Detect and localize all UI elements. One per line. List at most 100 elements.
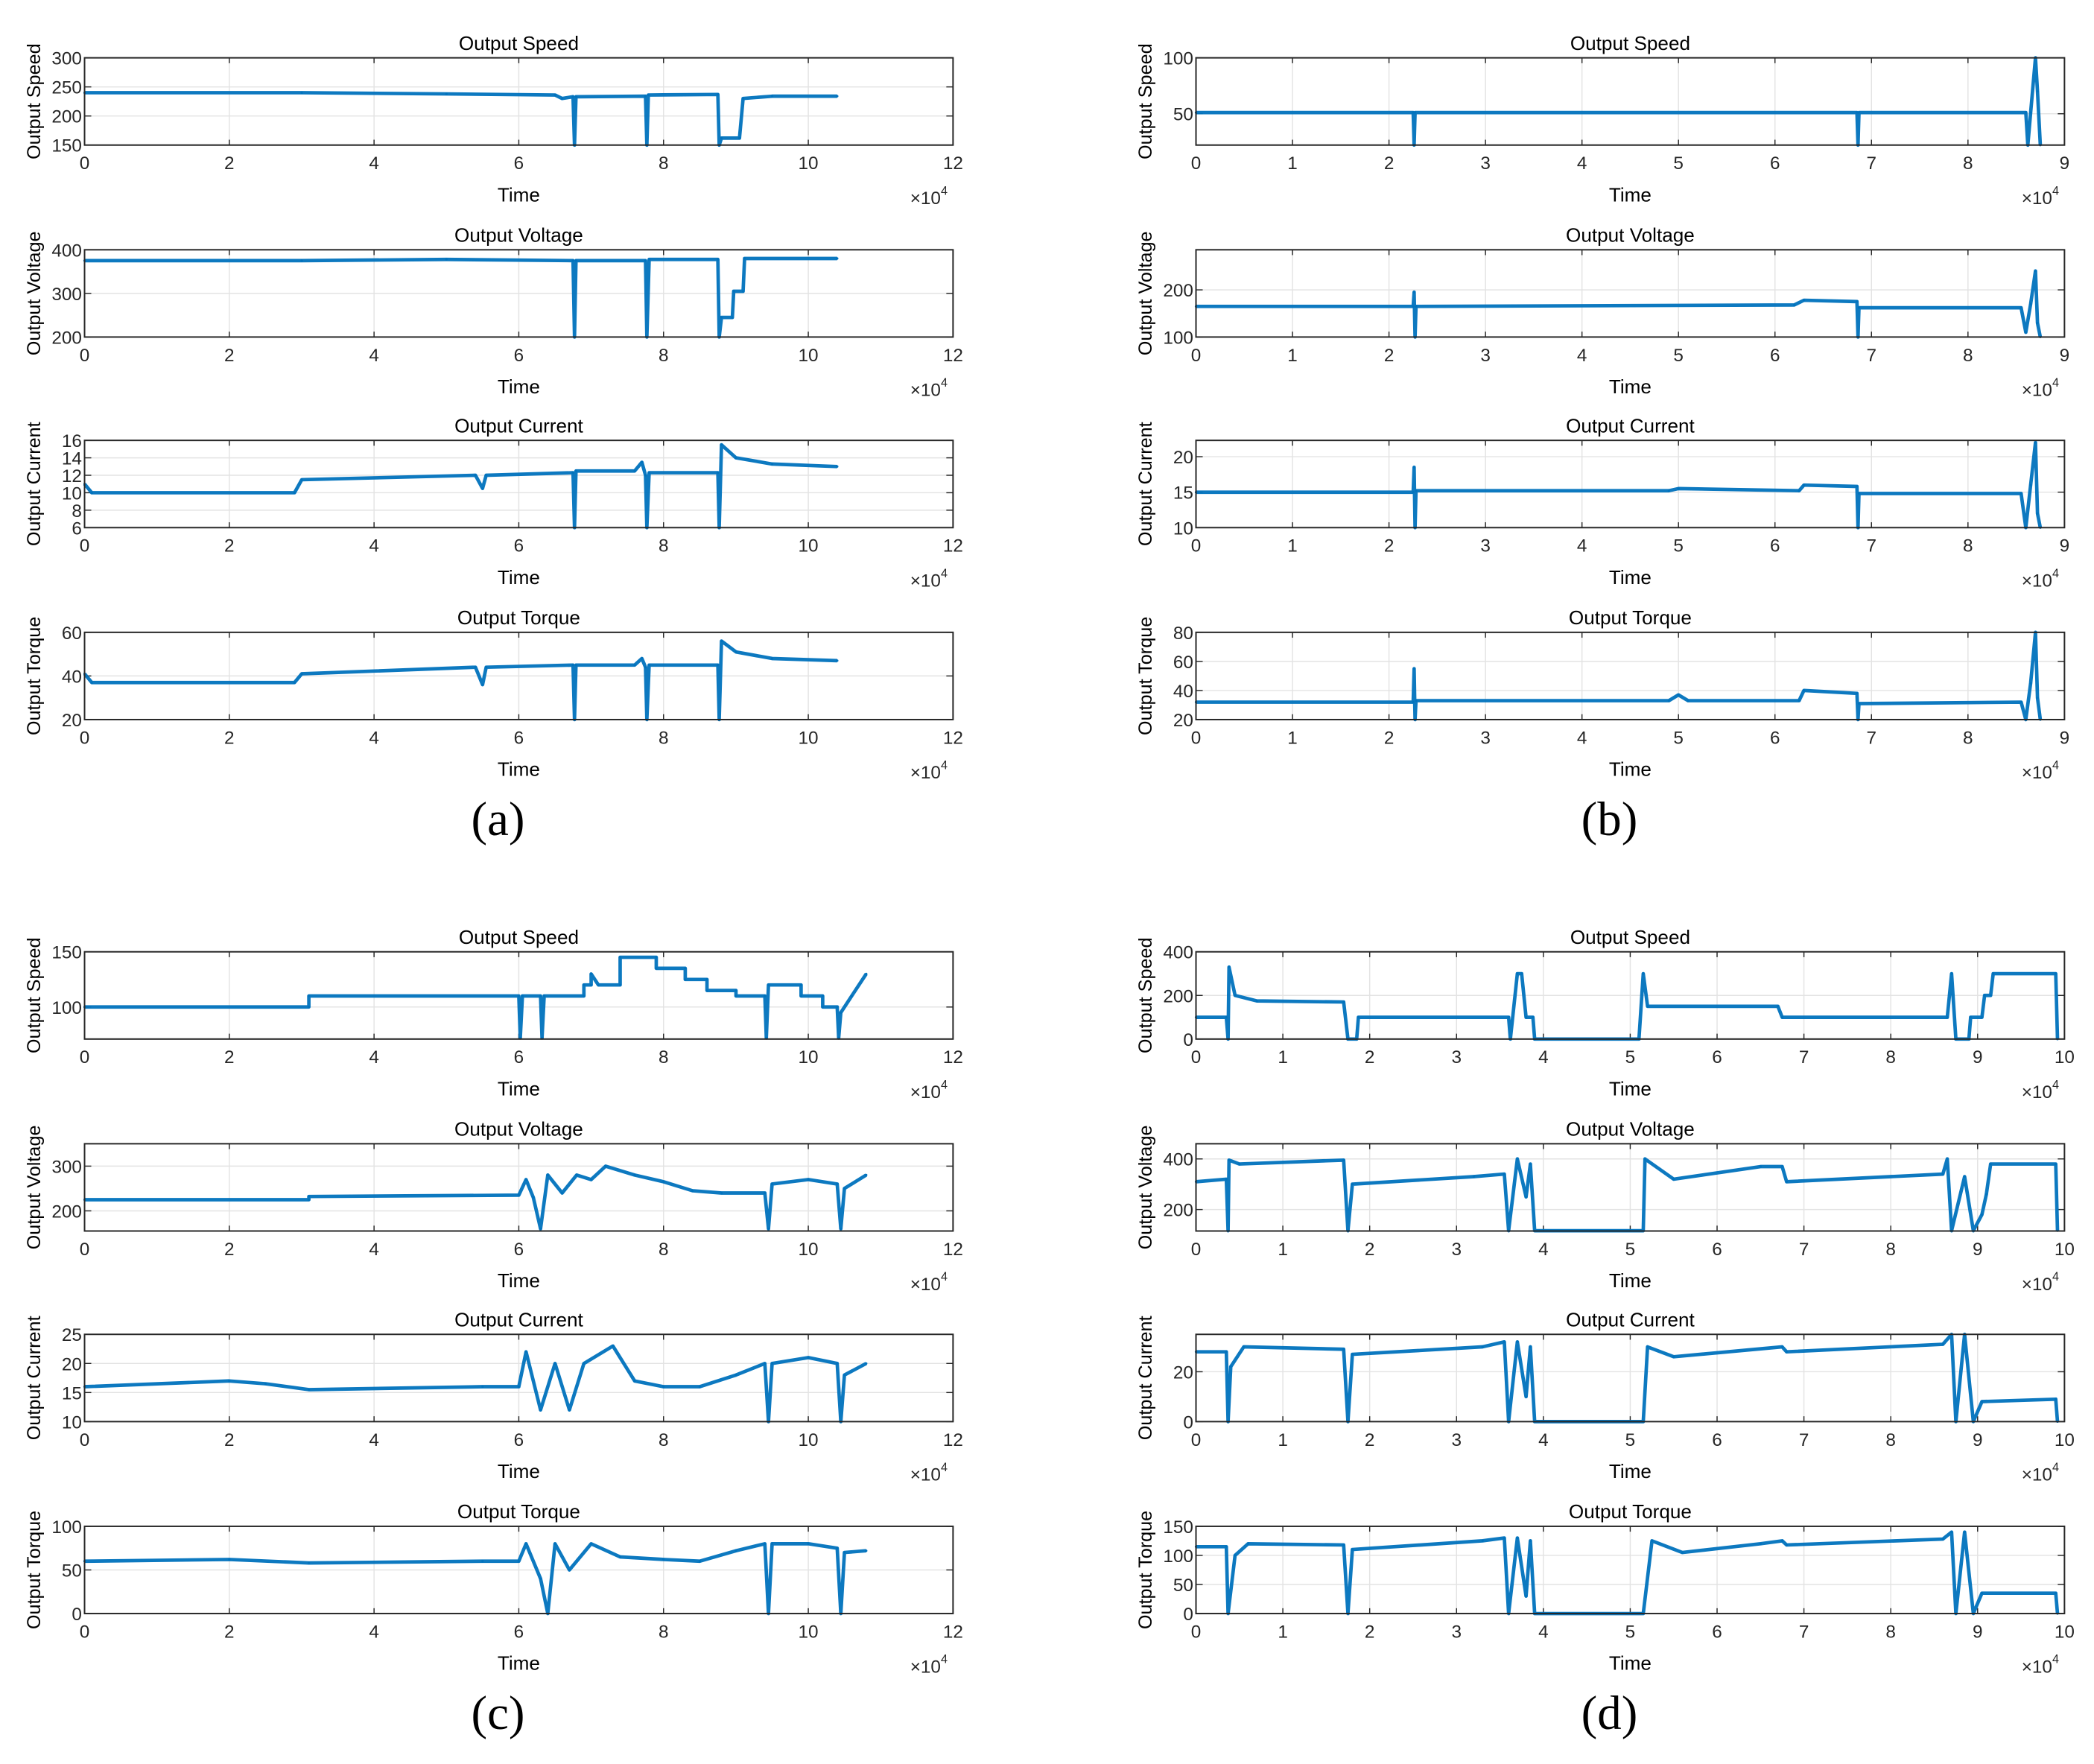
x-scale-factor: ×104 [910,184,948,209]
subplot-title: Output Torque [1569,1500,1692,1523]
data-point [1643,1158,1646,1161]
x-tick-label: 1 [1278,1622,1288,1642]
x-tick-label: 2 [1365,1240,1375,1260]
data-point [1759,1542,1763,1545]
data-point [539,1577,542,1580]
panel-label: (c) [472,1687,525,1740]
data-point [1228,1158,1231,1161]
x-tick-label: 6 [514,536,524,556]
x-scale-exponent: 4 [2052,759,2059,772]
data-point [2024,111,2028,114]
x-tick-label: 4 [369,536,379,556]
data-point [836,1182,839,1186]
data-point [2020,492,2022,495]
x-tick-label: 9 [2060,728,2070,748]
x-tick-label: 8 [659,728,669,748]
y-tick-label: 10 [62,483,82,504]
data-point [553,93,556,97]
x-tick-label: 2 [224,1430,235,1450]
data-point [589,983,593,986]
x-tick-label: 0 [80,1240,90,1260]
data-point [1342,1000,1345,1003]
x-scale-base: ×10 [910,1657,941,1677]
x-tick-label: 0 [80,1430,90,1450]
data-point [647,93,650,97]
data-point [1798,489,1800,492]
data-point [1507,1016,1510,1019]
x-tick-label: 0 [80,1047,90,1067]
data-point [764,1191,767,1195]
axes-box [83,57,954,146]
data-point [589,1542,593,1545]
y-tick-label: 20 [62,711,82,731]
data-point [1412,466,1415,469]
data-point [2036,512,2039,515]
data-point [575,1173,578,1176]
data-point [1856,300,1859,303]
data-point [568,1568,571,1572]
plot-area [1196,632,2065,720]
x-scale-base: ×10 [910,1082,941,1102]
y-axis-label: Output Speed [24,937,45,1053]
axes-box [83,1525,954,1615]
data-point [732,290,735,293]
data-point [574,664,577,667]
x-tick-label: 4 [1538,1430,1549,1450]
axes-box [1195,1333,2066,1423]
y-tick-label: 16 [62,431,82,451]
data-point [553,1362,556,1365]
data-point [1857,111,1861,114]
x-scale-exponent: 4 [2052,567,2059,580]
data-point [717,258,720,261]
subplot-title: Output Current [1566,414,1695,437]
x-scale-base: ×10 [910,1275,941,1295]
x-tick-label: 1 [1287,153,1298,174]
x-axis-label: Time [498,183,540,206]
data-point [1950,972,1953,975]
data-point [865,1362,868,1365]
x-tick-label: 2 [1384,346,1395,366]
series-line [84,955,868,1040]
x-tick-label: 12 [943,1240,963,1260]
data-point [1946,1016,1949,1019]
data-point [524,1542,527,1545]
data-point [1856,111,1859,114]
x-tick-label: 10 [799,1430,819,1450]
data-point [720,1191,723,1195]
y-tick-label: 50 [1173,105,1193,125]
data-point [571,471,574,475]
data-point [1984,1193,1988,1196]
x-scale-base: ×10 [910,1465,941,1485]
x-tick-label: 4 [1538,1240,1549,1260]
y-axis-label: Output Speed [1135,43,1156,159]
data-point [2055,1592,2057,1595]
x-scale-exponent: 4 [2052,1078,2059,1091]
subplot-output-voltage: 0 2 4 6 8 10 12 200 300 400 Output Voltage Time Outp… [24,223,963,400]
y-tick-label: 40 [1173,682,1193,702]
subplot-title: Output Voltage [454,223,583,246]
x-tick-label: 10 [2055,1430,2075,1450]
data-point [1857,492,1861,495]
data-point [644,474,647,477]
panel-label: (a) [472,793,525,846]
data-point [1228,965,1231,968]
y-axis-label: Output Current [1135,1316,1156,1440]
data-point [840,1011,843,1014]
y-tick-label: 200 [51,1202,82,1222]
subplot-output-torque: 0 1 2 3 4 5 6 7 8 9 20 40 60 80 Output Torque Time Outpu… [1135,606,2069,783]
x-axis-label: Time [498,375,540,398]
data-point [1529,1345,1532,1348]
data-point [539,1227,542,1231]
data-point [865,1173,868,1176]
data-point [698,1385,701,1389]
data-point [1687,699,1690,702]
y-axis-label: Output Voltage [1135,231,1156,355]
subplot-output-current: 0 1 2 3 4 5 6 7 8 9 10 15 20 Output Current Time Output… [1135,414,2069,591]
data-point [1412,305,1415,308]
y-tick-label: 0 [72,1605,82,1625]
data-point [705,989,708,992]
x-scale-exponent: 4 [2052,1653,2059,1666]
data-point [2024,331,2028,334]
y-axis-label: Output Torque [24,1511,45,1629]
